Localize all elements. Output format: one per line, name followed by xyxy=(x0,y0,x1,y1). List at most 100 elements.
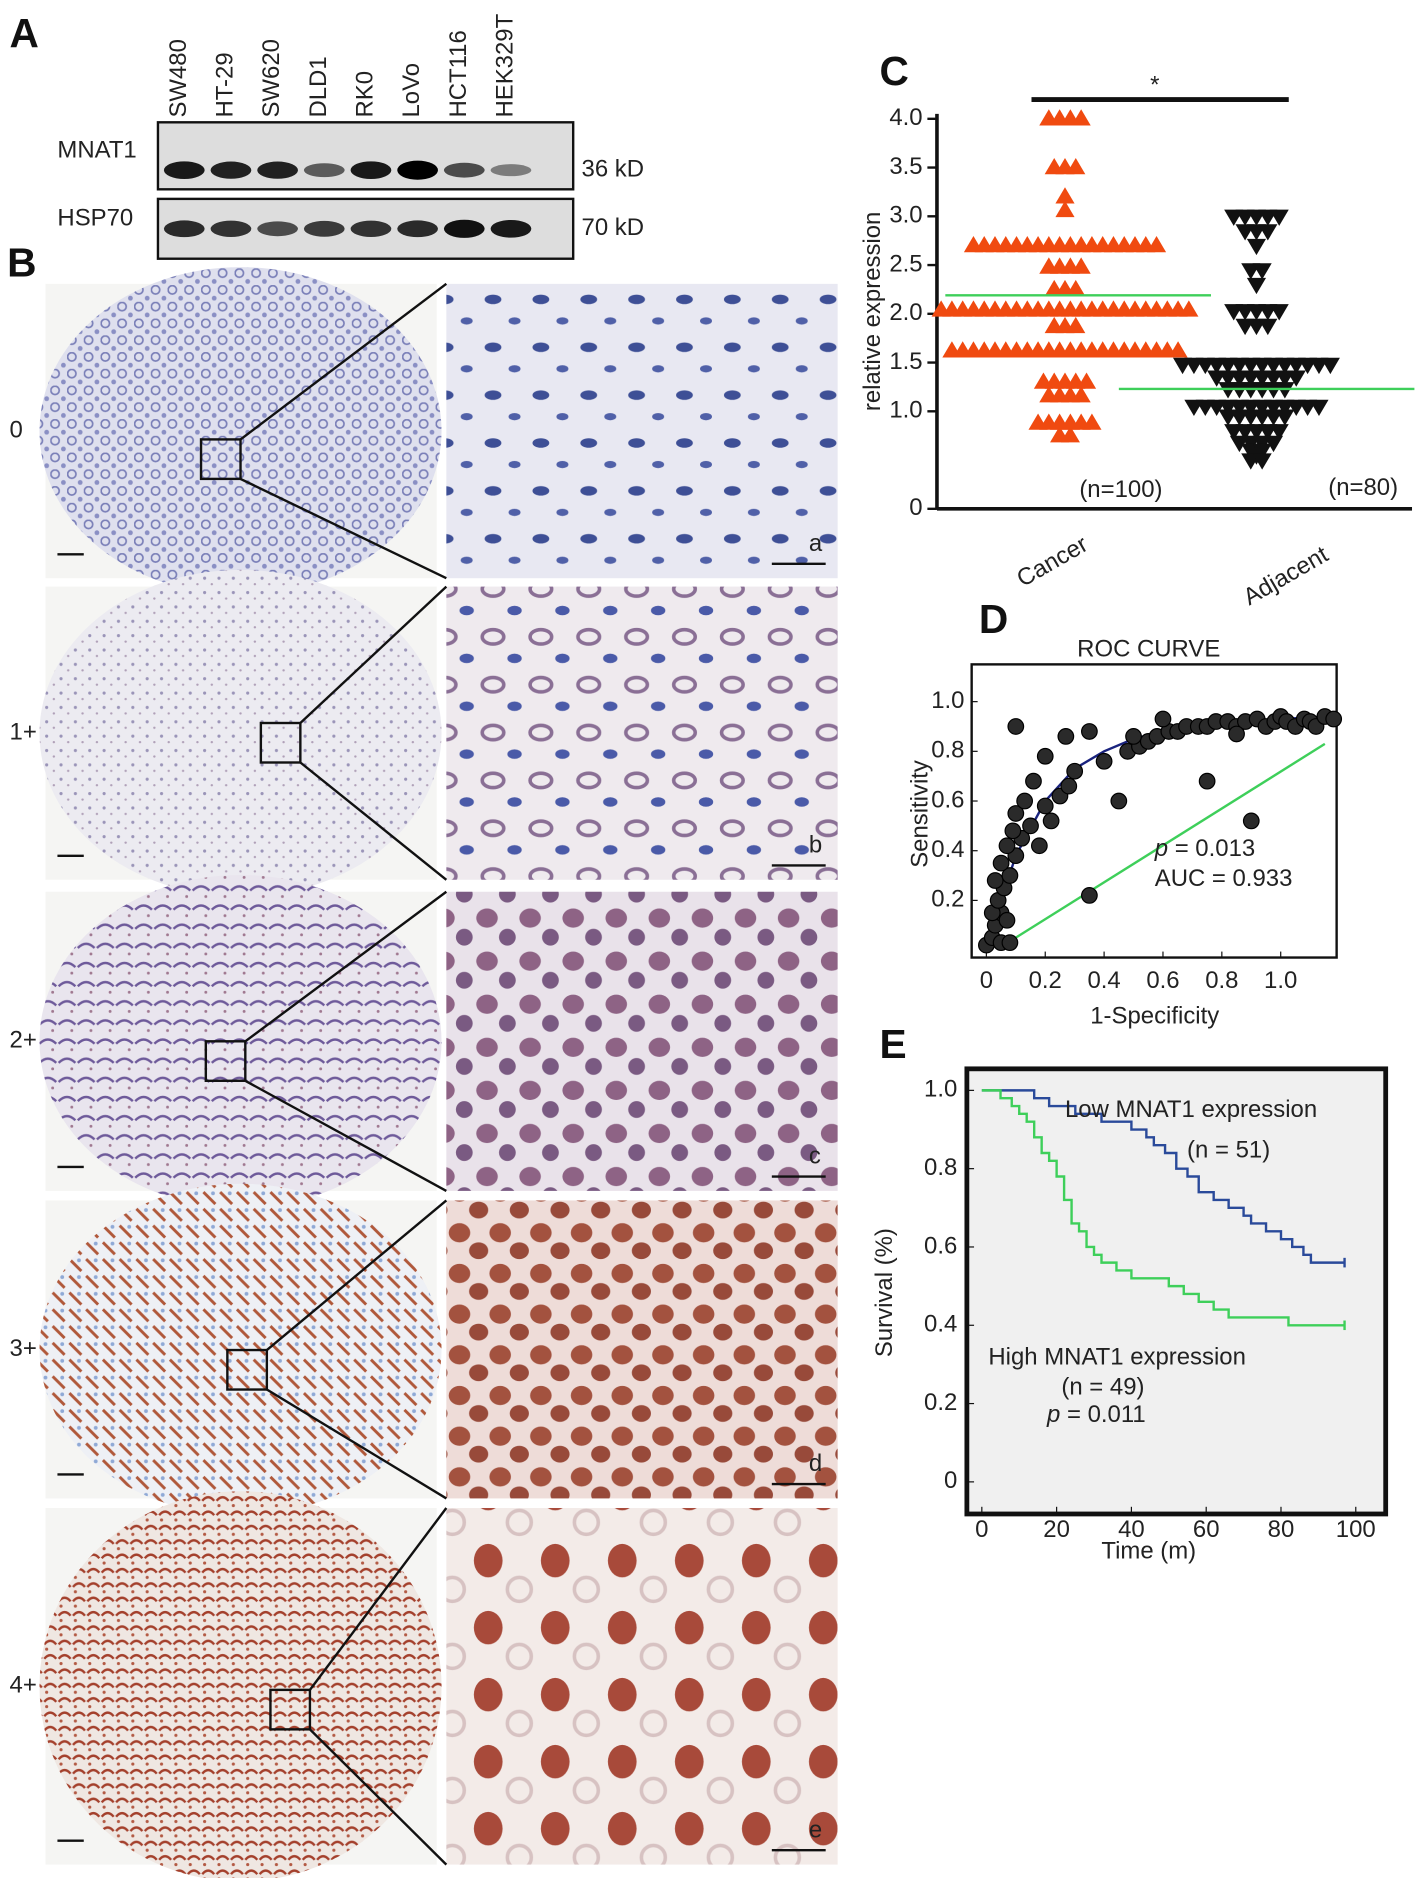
zoom-tag: b xyxy=(809,832,822,859)
x-tick-label: 40 xyxy=(1118,1516,1145,1543)
point xyxy=(1263,435,1284,453)
point xyxy=(1125,728,1142,745)
chart-title: ROC CURVE xyxy=(1077,635,1220,662)
y-tick-label: 1.0 xyxy=(924,1076,957,1103)
point xyxy=(1007,805,1025,822)
row-label: MNAT1 xyxy=(57,136,136,163)
lane-label: RK0 xyxy=(351,71,378,118)
zoom-tag: d xyxy=(809,1450,822,1477)
band xyxy=(257,221,298,237)
y-tick-label: 0.8 xyxy=(924,1154,957,1181)
point xyxy=(1252,263,1272,280)
x-tick-label: 80 xyxy=(1268,1516,1295,1543)
x-axis-label: 1-Specificity xyxy=(1090,1003,1219,1030)
point xyxy=(1198,772,1216,790)
zoom-line xyxy=(299,585,448,724)
point xyxy=(1071,257,1091,274)
y-axis-label: Sensitivity xyxy=(907,760,934,868)
point xyxy=(1242,812,1260,830)
panel-label: E xyxy=(880,1021,907,1067)
band xyxy=(350,161,392,180)
point xyxy=(1066,157,1086,175)
annotation-text: = 0.013 xyxy=(1168,835,1255,862)
size-label: 36 kD xyxy=(582,155,645,182)
point xyxy=(1071,109,1091,126)
zoom-line xyxy=(266,1388,447,1500)
zoom-image xyxy=(446,1507,838,1865)
y-tick-label: 2.5 xyxy=(889,250,922,277)
y-tick-label: 0 xyxy=(944,1467,957,1494)
score-label: 4+ xyxy=(10,1672,37,1699)
point xyxy=(1055,187,1075,204)
zoom-line xyxy=(244,890,448,1043)
annotation: (n=80) xyxy=(1328,474,1398,501)
x-axis-label: Time (m) xyxy=(1101,1538,1196,1565)
y-tick-label: 3.0 xyxy=(889,202,922,229)
point xyxy=(1154,710,1172,728)
annotation: (n=100) xyxy=(1079,476,1162,503)
point xyxy=(1016,792,1034,810)
panel-label: D xyxy=(979,596,1008,642)
point xyxy=(1246,277,1267,295)
x-tick-label: 0 xyxy=(980,967,993,994)
point xyxy=(1275,409,1295,426)
band xyxy=(443,162,485,178)
x-tick-label: 0.2 xyxy=(1029,967,1062,994)
x-tick-label: 0 xyxy=(975,1516,988,1543)
zoom-image xyxy=(446,891,838,1191)
point xyxy=(1055,200,1075,218)
zoom-box xyxy=(204,1040,247,1082)
x-tick-label: 100 xyxy=(1336,1516,1376,1543)
point xyxy=(998,837,1016,855)
point xyxy=(1275,382,1295,399)
point xyxy=(1325,710,1343,728)
panel-label: A xyxy=(10,10,39,56)
point xyxy=(1269,424,1289,441)
y-tick-label: 0.8 xyxy=(931,737,964,764)
lane-label: DLD1 xyxy=(305,56,332,117)
y-tick-label: 0.2 xyxy=(931,886,964,913)
zoom-box xyxy=(259,721,302,764)
x-tick-label: Adjacent xyxy=(1239,541,1333,611)
band xyxy=(163,161,205,180)
x-tick-label: 0.8 xyxy=(1205,967,1238,994)
score-label: 0 xyxy=(10,416,23,443)
point xyxy=(1004,822,1022,840)
band xyxy=(303,220,345,237)
lane-label: HEK329T xyxy=(492,13,519,117)
zoom-line xyxy=(244,1079,447,1192)
point xyxy=(1095,752,1113,770)
annotation: AUC = 0.933 xyxy=(1155,865,1293,892)
annotation: p = 0.013 xyxy=(1154,835,1255,862)
band xyxy=(303,163,345,178)
point xyxy=(1081,723,1098,740)
zoom-tag: e xyxy=(809,1816,822,1843)
point xyxy=(1066,316,1086,334)
lane-label: SW480 xyxy=(165,39,192,117)
point xyxy=(1228,725,1245,743)
legend-label: Low MNAT1 expression xyxy=(1065,1096,1317,1123)
point xyxy=(1146,235,1167,253)
zoom-box xyxy=(226,1348,269,1391)
y-tick-label: 0.6 xyxy=(924,1232,957,1259)
point xyxy=(1001,867,1019,884)
point xyxy=(1042,812,1060,830)
point xyxy=(1030,837,1048,855)
italic-text: p xyxy=(1046,1401,1060,1428)
plot-frame xyxy=(964,1066,1389,1517)
y-tick-label: 0.4 xyxy=(924,1311,957,1338)
point xyxy=(998,911,1016,929)
score-label: 1+ xyxy=(10,719,37,746)
zoom-box xyxy=(199,438,242,481)
band xyxy=(350,220,392,237)
zoom-line xyxy=(309,1728,448,1866)
band xyxy=(210,161,252,179)
point xyxy=(1076,372,1097,389)
point xyxy=(1060,777,1078,795)
blot-frame xyxy=(156,121,575,191)
survival-curve xyxy=(981,1089,1345,1264)
x-tick-label: Cancer xyxy=(1012,531,1092,593)
reference-line xyxy=(1015,742,1326,939)
y-tick-label: 3.5 xyxy=(889,153,922,180)
point xyxy=(1110,792,1128,810)
